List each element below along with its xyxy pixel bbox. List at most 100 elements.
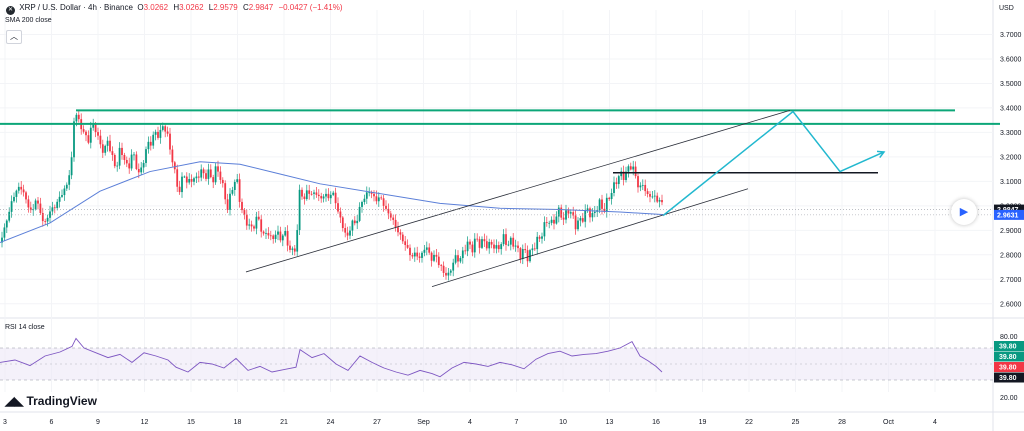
- candle-body: [260, 219, 263, 232]
- candle-body: [440, 265, 443, 266]
- candle-body: [320, 196, 323, 199]
- rsi-axis-label: 80.00: [1000, 334, 1018, 341]
- candle-body: [579, 218, 582, 221]
- candle-body: [279, 231, 282, 241]
- candle-body: [454, 255, 457, 263]
- sma-indicator-label[interactable]: SMA 200 close: [5, 17, 52, 24]
- tradingview-logo-icon: ◢◣: [5, 394, 24, 408]
- candle-body: [653, 195, 656, 197]
- currency-label: USD: [999, 5, 1014, 12]
- candle-body: [34, 200, 37, 210]
- candle-body: [17, 186, 20, 191]
- candle-body: [337, 203, 339, 212]
- candle-body: [70, 157, 73, 176]
- rsi-value-label: 39.80: [999, 375, 1017, 382]
- candle-body: [152, 134, 155, 146]
- candle-body: [452, 262, 455, 271]
- candle-body: [620, 171, 623, 177]
- candle-body: [159, 129, 162, 138]
- candle-body: [397, 227, 399, 233]
- candle-body: [293, 248, 296, 252]
- candle-body: [349, 230, 351, 236]
- candle-body: [418, 256, 421, 258]
- candle-body: [269, 235, 272, 237]
- candle-body: [1, 237, 3, 243]
- candle-body: [322, 196, 325, 199]
- symbol-header[interactable]: ✕ XRP / U.S. Dollar · 4h · Binance O3.02…: [6, 3, 343, 15]
- candle-body: [118, 147, 121, 166]
- time-tick-label: 4: [468, 419, 472, 426]
- scroll-to-realtime-button[interactable]: ▶: [951, 199, 977, 225]
- candle-body: [267, 232, 270, 236]
- candle-body: [548, 222, 551, 224]
- candle-body: [517, 245, 519, 249]
- price-tick-label: 3.1000: [1000, 179, 1022, 186]
- candle-body: [478, 239, 481, 248]
- rsi-pane: [0, 337, 993, 381]
- candle-body: [173, 162, 176, 170]
- candle-body: [231, 189, 234, 194]
- candle-body: [130, 154, 133, 169]
- candle-body: [637, 176, 639, 188]
- collapse-indicators-button[interactable]: ︿: [6, 30, 22, 44]
- candle-body: [459, 258, 462, 262]
- candle-body: [514, 245, 517, 247]
- candle-body: [176, 169, 179, 187]
- change-value: −0.0427 (−1.41%): [278, 3, 343, 12]
- candle-body: [615, 182, 618, 185]
- price-tick-label: 2.8000: [1000, 252, 1022, 259]
- candle-body: [445, 272, 447, 276]
- candle-body: [649, 194, 651, 197]
- candle-body: [353, 220, 356, 224]
- candle-body: [545, 222, 548, 223]
- candle-body: [617, 176, 620, 185]
- rsi-indicator-label[interactable]: RSI 14 close: [5, 324, 45, 331]
- candle-body: [53, 207, 56, 209]
- candle-body: [646, 191, 649, 195]
- candle-body: [627, 166, 630, 172]
- candle-body: [169, 133, 171, 150]
- candle-body: [109, 140, 111, 152]
- candle-body: [68, 175, 71, 185]
- candle-body: [65, 184, 68, 189]
- candle-body: [217, 166, 219, 172]
- candle-body: [473, 238, 476, 253]
- candle-body: [188, 179, 191, 183]
- candle-body: [145, 149, 147, 163]
- candle-body: [500, 244, 503, 250]
- time-tick-label: 25: [792, 419, 800, 426]
- candle-body: [209, 169, 212, 178]
- channel-line: [431, 188, 749, 288]
- candle-body: [238, 179, 241, 202]
- candle-body: [116, 165, 119, 167]
- candle-body: [157, 131, 159, 138]
- candle-body: [483, 239, 486, 242]
- candle-body: [341, 217, 344, 229]
- candle-body: [497, 245, 500, 250]
- candle-body: [181, 176, 183, 193]
- tradingview-logo[interactable]: ◢◣ TradingView: [5, 394, 97, 408]
- candle-body: [77, 114, 80, 120]
- candle-body: [236, 179, 239, 182]
- candle-body: [82, 129, 85, 132]
- candle-body: [334, 192, 337, 204]
- candle-body: [111, 151, 114, 155]
- candle-body: [430, 252, 433, 261]
- candle-body: [435, 254, 438, 257]
- candle-body: [519, 248, 522, 259]
- candle-body: [339, 211, 342, 218]
- candle-body: [166, 131, 169, 134]
- candle-body: [368, 192, 371, 194]
- rsi-value-badge: [994, 351, 1024, 362]
- time-tick-label: 21: [280, 419, 288, 426]
- candle-body: [212, 177, 215, 183]
- candle-body: [428, 247, 431, 253]
- rsi-value-label: 39.80: [999, 354, 1017, 361]
- candle-body: [205, 173, 207, 179]
- candle-body: [99, 135, 102, 145]
- candle-body: [610, 193, 613, 200]
- candle-body: [466, 241, 469, 252]
- open-value: 3.0262: [143, 3, 169, 12]
- candle-body: [493, 244, 495, 249]
